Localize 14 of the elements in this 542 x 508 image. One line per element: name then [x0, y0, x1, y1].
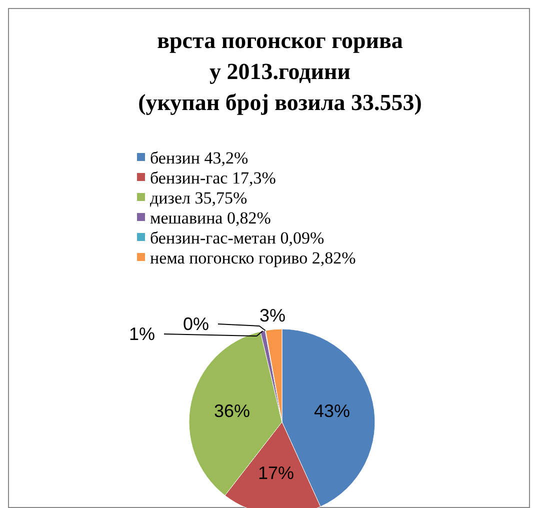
legend-label: дизел 35,75%: [150, 188, 248, 208]
legend-label: бензин 43,2%: [150, 148, 248, 168]
legend-label: мешавина 0,82%: [150, 208, 271, 228]
data-label: 1%: [128, 324, 156, 344]
legend-label: бензин-гас 17,3%: [150, 168, 276, 188]
data-label: 17%: [258, 462, 294, 483]
legend-label: бензин-гас-метан 0,09%: [150, 228, 324, 248]
data-label: 3%: [260, 305, 286, 326]
chart-subtitle: (укупан број возила 33.553): [138, 90, 422, 115]
data-label: 0%: [182, 314, 210, 334]
chart-title: врста погонског горива у 2013.години: [157, 28, 404, 84]
data-label: 36%: [214, 401, 250, 422]
legend-label: нема погонско гориво 2,82%: [150, 248, 356, 268]
data-label: 43%: [314, 401, 350, 422]
